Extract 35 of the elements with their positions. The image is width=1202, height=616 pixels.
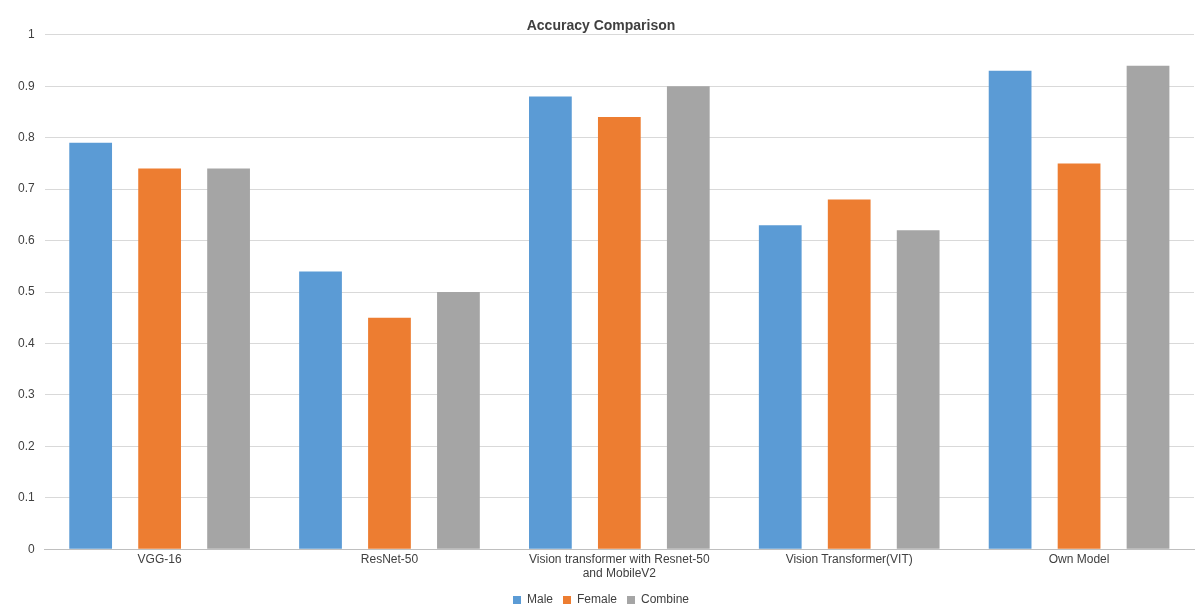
y-tick-label: 0.4: [17, 335, 35, 350]
x-tick-label: ResNet-50: [360, 551, 419, 566]
y-tick-label: 0.7: [17, 181, 35, 196]
y-tick-label: 1: [27, 27, 35, 42]
legend-label: Combine: [641, 592, 690, 607]
bar: [666, 86, 710, 549]
bar: [827, 199, 871, 549]
legend-label: Female: [576, 592, 618, 607]
x-tick-label: Vision transformer with Resnet-50 and MobileV2: [529, 551, 710, 581]
bar: [368, 317, 411, 549]
bar: [597, 117, 641, 549]
y-tick-label: 0.9: [17, 78, 35, 93]
x-tick-label: Vision Transformer(VIT): [785, 551, 913, 566]
y-tick-label: 0.3: [17, 387, 35, 402]
bar: [207, 168, 250, 549]
x-tick-label: VGG-16: [137, 551, 182, 566]
bar: [1057, 163, 1101, 549]
bar: [437, 292, 480, 549]
y-tick-label: 0.5: [17, 284, 35, 299]
y-tick-label: 0.8: [17, 129, 35, 144]
bar: [1126, 65, 1170, 549]
y-tick-label: 0: [27, 541, 35, 556]
legend-label: Male: [526, 592, 554, 607]
bar: [69, 142, 113, 549]
y-tick-label: 0.2: [17, 438, 35, 453]
y-tick-label: 0.1: [17, 490, 35, 505]
chart-title: Accuracy Comparison: [526, 17, 676, 34]
bar: [988, 70, 1032, 549]
bar: [758, 225, 802, 549]
bar: [299, 271, 342, 549]
bar: [529, 96, 572, 549]
bar: [138, 168, 181, 549]
bar: [896, 230, 940, 549]
y-tick-label: 0.6: [17, 232, 35, 247]
x-tick-label: Own Model: [1048, 551, 1110, 566]
